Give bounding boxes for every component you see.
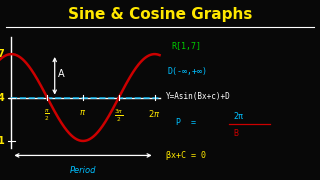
Text: A: A — [58, 69, 65, 79]
Text: βx+C = 0: βx+C = 0 — [166, 151, 206, 160]
Text: $\frac{3\pi}{2}$: $\frac{3\pi}{2}$ — [114, 108, 124, 124]
Text: B: B — [234, 129, 239, 138]
Text: 7: 7 — [0, 49, 4, 59]
Text: 4: 4 — [0, 93, 4, 103]
Text: D(-∞,+∞): D(-∞,+∞) — [168, 67, 208, 76]
Text: $\frac{\pi}{2}$: $\frac{\pi}{2}$ — [44, 108, 50, 123]
Text: Period: Period — [70, 166, 96, 175]
Text: Y=Asin(Bx+c)+D: Y=Asin(Bx+c)+D — [166, 93, 231, 102]
Text: R[1,7]: R[1,7] — [171, 42, 201, 51]
Text: $2\pi$: $2\pi$ — [148, 108, 161, 119]
Text: $\pi$: $\pi$ — [79, 108, 87, 117]
Text: 2π: 2π — [234, 112, 244, 121]
Text: Sine & Cosine Graphs: Sine & Cosine Graphs — [68, 7, 252, 22]
Text: 1: 1 — [0, 136, 4, 146]
Text: P  =: P = — [176, 118, 196, 127]
